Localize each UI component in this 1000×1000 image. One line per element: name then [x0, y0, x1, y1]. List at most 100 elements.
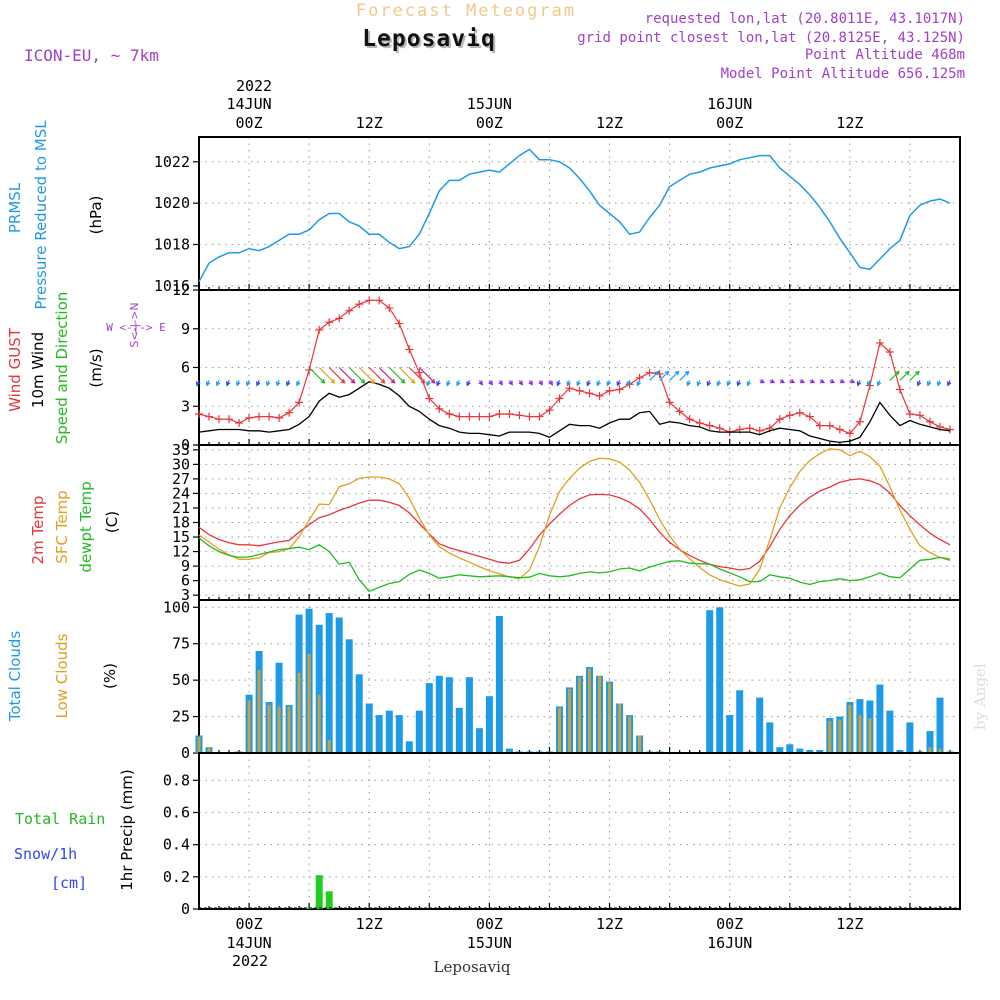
y-tick-label: 9 — [181, 557, 190, 575]
wind-direction-arrow-icon — [498, 380, 503, 386]
wind-direction-arrow-icon — [636, 380, 641, 387]
wind-direction-arrow-icon — [328, 367, 346, 384]
wind-direction-arrow-icon — [809, 378, 816, 384]
gust-point — [505, 410, 514, 418]
top-hour-label: 00Z — [236, 114, 263, 132]
total-clouds-bar — [415, 710, 423, 753]
gust-point — [345, 306, 354, 315]
wind-label-10m: 10m Wind — [29, 332, 47, 408]
top-date-label: 15JUN — [467, 95, 512, 113]
y-tick-label: 0 — [181, 744, 190, 762]
low-clouds-bar — [598, 675, 601, 753]
gust-point — [525, 412, 534, 421]
temp-label-unit: (C) — [103, 511, 121, 533]
clouds-label-unit: (%) — [101, 663, 119, 689]
gust-point — [785, 411, 794, 420]
bottom-date-label: 16JUN — [707, 934, 752, 952]
y-tick-label: 1016 — [154, 277, 190, 295]
y-tick-label: 0 — [181, 900, 190, 918]
wind-direction-arrow-icon — [348, 367, 366, 384]
precip-label-snow: Snow/1h — [14, 845, 77, 863]
wind-direction-arrow-icon — [819, 378, 826, 384]
rain-bar — [325, 891, 333, 909]
total-clouds-bar — [716, 607, 724, 753]
total-clouds-bar — [435, 675, 443, 753]
wind-direction-arrow-icon — [876, 380, 882, 387]
gust-point — [375, 296, 384, 305]
total-clouds-bar — [315, 624, 323, 753]
gust-point — [645, 368, 654, 377]
y-tick-label: 3 — [181, 586, 190, 604]
gust-point — [925, 417, 934, 426]
low-clouds-bar — [858, 715, 862, 753]
gust-point — [415, 368, 424, 377]
gust-point — [275, 413, 284, 422]
wind-direction-arrow-icon — [256, 380, 261, 387]
wind-direction-arrow-icon — [338, 367, 356, 384]
watermark: by Angel — [971, 663, 989, 730]
low-clouds-bar — [327, 739, 331, 753]
wind-direction-arrow-icon — [779, 378, 786, 384]
footer-location: Leposaviq — [434, 958, 511, 976]
wind-direction-arrow-icon — [686, 380, 692, 387]
y-tick-label: 0.4 — [163, 836, 190, 854]
gust-point — [255, 412, 264, 421]
chart-title-front: Leposaviq — [362, 26, 496, 52]
wind-direction-arrow-icon — [566, 380, 571, 387]
bottom-hour-label: 00Z — [236, 915, 263, 933]
bottom-year: 2022 — [232, 952, 268, 970]
total-clouds-bar — [706, 610, 714, 753]
low-clouds-bar — [207, 747, 211, 753]
low-clouds-bar — [608, 683, 611, 753]
gust-point — [315, 326, 324, 335]
wind-direction-arrow-icon — [456, 380, 461, 387]
y-tick-label: 75 — [172, 635, 190, 653]
bottom-hour-label: 12Z — [356, 915, 383, 933]
panel-frame — [198, 136, 961, 291]
wind-direction-arrow-icon — [926, 380, 932, 387]
low-clouds-bar — [638, 735, 642, 753]
wind-direction-arrow-icon — [215, 380, 221, 387]
gust-point — [595, 391, 604, 400]
pressure-label-unit: (hPa) — [87, 196, 105, 235]
total-clouds-bar — [495, 616, 503, 753]
wind-direction-arrow-icon — [276, 380, 281, 387]
requested-lonlat: requested lon,lat (20.8011E, 43.1017N) — [645, 11, 965, 27]
top-hour-label: 00Z — [716, 114, 743, 132]
low-clouds-bar — [257, 669, 261, 753]
y-tick-label: 0 — [181, 436, 190, 454]
wind-direction-arrow-icon — [706, 380, 712, 387]
wind-direction-arrow-icon — [538, 380, 543, 386]
low-clouds-bar — [267, 704, 271, 753]
wind-direction-arrow-icon — [759, 378, 765, 384]
y-tick-label: 0.6 — [163, 804, 190, 822]
wind-direction-arrow-icon — [308, 367, 326, 384]
sfc-temp-series-line — [198, 448, 951, 587]
top-hour-label: 00Z — [476, 114, 503, 132]
wind-direction-arrow-icon — [866, 380, 872, 387]
gust-point — [445, 410, 454, 418]
wind-direction-arrow-icon — [696, 380, 702, 387]
gust-point — [215, 415, 224, 424]
wind-direction-arrow-icon — [899, 370, 910, 381]
pressure-panel: 1016 1018 1020 1022 — [154, 136, 961, 295]
temp-label-sfc: SFC Temp — [53, 490, 71, 563]
gust-point — [395, 319, 404, 328]
temp-label-dewpt: dewpt Temp — [77, 481, 95, 572]
wind-direction-arrow-icon — [679, 370, 690, 381]
y-tick-label: 24 — [172, 484, 190, 502]
wind-direction-arrow-icon — [626, 380, 631, 387]
compass-ns-label: S<-|->N — [128, 302, 141, 347]
gust-point — [875, 338, 884, 347]
wind-direction-arrow-icon — [726, 380, 732, 387]
gust-point — [695, 419, 704, 428]
gust-point — [825, 421, 834, 430]
wind-direction-arrow-icon — [606, 380, 611, 387]
wind-direction-arrow-icon — [368, 367, 386, 384]
wind-direction-arrow-icon — [596, 380, 601, 387]
gust-point — [575, 386, 584, 395]
pressure-label-desc: Pressure Reduced to MSL — [32, 120, 50, 310]
gust-point — [545, 406, 554, 415]
gust-point — [795, 408, 804, 417]
wind-label-unit: (m/s) — [87, 348, 105, 387]
